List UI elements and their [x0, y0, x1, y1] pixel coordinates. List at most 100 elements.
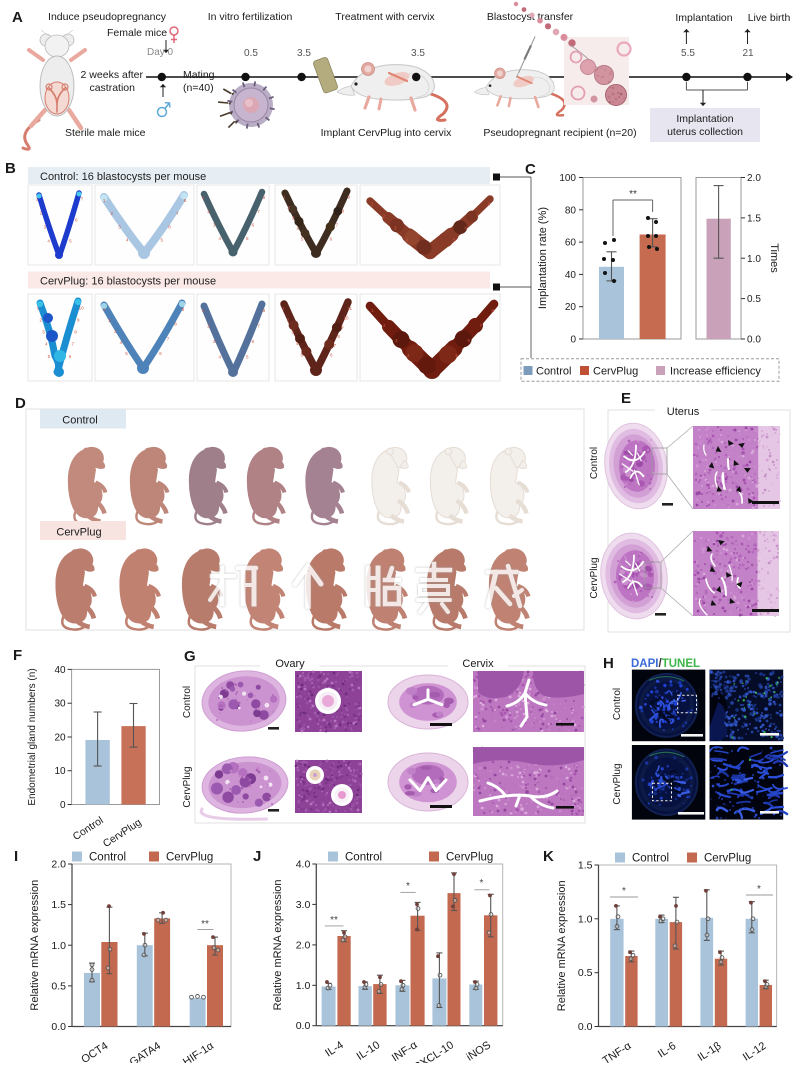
svg-text:Treatment with cervix: Treatment with cervix [335, 11, 435, 23]
svg-text:4: 4 [296, 341, 299, 346]
svg-text:1.0: 1.0 [296, 980, 311, 992]
svg-text:*: * [622, 886, 626, 897]
svg-text:0.0: 0.0 [578, 1021, 593, 1033]
svg-text:3.5: 3.5 [297, 48, 311, 59]
svg-text:7: 7 [81, 196, 84, 201]
svg-text:3: 3 [213, 339, 216, 344]
svg-text:1: 1 [202, 308, 205, 313]
svg-text:7: 7 [167, 336, 170, 341]
svg-text:5: 5 [48, 354, 51, 359]
svg-text:6: 6 [465, 225, 468, 230]
svg-text:Relative mRNA expression: Relative mRNA expression [556, 880, 568, 1011]
svg-text:2: 2 [287, 318, 290, 323]
svg-text:Control: Control [345, 852, 382, 864]
svg-text:*: * [757, 884, 761, 895]
svg-text:Female mice: Female mice [107, 27, 167, 39]
svg-text:Control: Control [62, 415, 97, 427]
svg-text:In vitro fertilization: In vitro fertilization [208, 11, 293, 23]
svg-text:3: 3 [43, 225, 46, 230]
svg-text:8: 8 [342, 209, 345, 214]
svg-text:*: * [406, 881, 410, 892]
svg-text:4: 4 [218, 354, 221, 359]
svg-text:1.5: 1.5 [578, 860, 593, 872]
svg-text:1: 1 [283, 194, 286, 199]
svg-text:7: 7 [257, 209, 260, 214]
svg-text:CervPlug: CervPlug [612, 763, 623, 804]
svg-text:1: 1 [202, 195, 205, 200]
svg-text:INF-α: INF-α [390, 1039, 420, 1063]
svg-text:3: 3 [395, 338, 398, 343]
svg-text:IL-10: IL-10 [355, 1039, 383, 1063]
svg-text:8: 8 [263, 195, 266, 200]
svg-text:4: 4 [218, 236, 221, 241]
svg-text:6: 6 [168, 224, 171, 229]
svg-text:5: 5 [246, 354, 249, 359]
svg-text:Endometrial gland numbers (n): Endometrial gland numbers (n) [27, 668, 38, 805]
svg-text:6: 6 [252, 222, 255, 227]
svg-text:K: K [543, 848, 554, 865]
svg-text:GATA4: GATA4 [128, 1040, 163, 1063]
svg-text:40: 40 [565, 270, 577, 281]
svg-text:3: 3 [42, 330, 45, 335]
svg-text:E: E [621, 390, 631, 407]
svg-text:3: 3 [118, 224, 121, 229]
svg-text:CervPlug: CervPlug [446, 852, 493, 864]
svg-text:4: 4 [407, 353, 410, 358]
svg-text:Control: Control [89, 852, 126, 864]
svg-text:1: 1 [37, 306, 40, 311]
svg-text:Implantation rate (%): Implantation rate (%) [537, 207, 549, 309]
svg-text:7: 7 [476, 213, 479, 218]
svg-text:IL-6: IL-6 [656, 1040, 678, 1060]
svg-text:8: 8 [491, 308, 494, 313]
svg-text:Control: 16 blastocysts per mo: Control: 16 blastocysts per mouse [40, 171, 206, 183]
svg-text:CervPlug: CervPlug [182, 766, 193, 807]
svg-text:OCT4: OCT4 [79, 1040, 110, 1063]
svg-text:H: H [603, 655, 614, 672]
svg-text:1.0: 1.0 [578, 913, 593, 925]
svg-text:CervPlug: CervPlug [56, 527, 101, 539]
svg-text:**: ** [629, 189, 637, 200]
svg-text:CervPlug: CervPlug [166, 852, 213, 864]
svg-text:6: 6 [69, 354, 72, 359]
svg-text:Pseudopregnant recipient (n=20: Pseudopregnant recipient (n=20) [483, 127, 636, 139]
svg-text:0.0: 0.0 [296, 1020, 311, 1032]
svg-text:B: B [5, 160, 16, 177]
svg-text:0.5: 0.5 [244, 48, 258, 59]
svg-text:8: 8 [174, 322, 177, 327]
svg-text:5: 5 [453, 237, 456, 242]
svg-text:1: 1 [282, 306, 285, 311]
svg-text:0.5: 0.5 [747, 294, 761, 305]
svg-text:3: 3 [394, 225, 397, 230]
svg-text:2: 2 [207, 324, 210, 329]
svg-text:5: 5 [301, 352, 304, 357]
svg-text:2: 2 [111, 211, 114, 216]
svg-text:*: * [480, 878, 484, 889]
svg-text:4: 4 [296, 226, 299, 231]
svg-text:Control: Control [71, 814, 106, 843]
svg-text:5: 5 [69, 239, 72, 244]
svg-text:Control: Control [632, 853, 669, 865]
svg-text:Relative mRNA expression: Relative mRNA expression [272, 879, 284, 1010]
svg-text:3: 3 [213, 222, 216, 227]
svg-text:uterus collection: uterus collection [667, 126, 743, 138]
svg-text:100: 100 [559, 173, 576, 184]
svg-text:7: 7 [176, 211, 179, 216]
svg-text:30: 30 [54, 699, 66, 710]
svg-text:CervPlug: CervPlug [101, 816, 144, 850]
svg-text:castration: castration [89, 82, 135, 94]
svg-text:2.0: 2.0 [747, 173, 761, 184]
svg-text:CervPlug: CervPlug [589, 557, 600, 598]
svg-text:1: 1 [36, 196, 39, 201]
svg-text:0.0: 0.0 [51, 1021, 66, 1033]
svg-text:1.5: 1.5 [51, 899, 66, 911]
svg-text:6: 6 [330, 237, 333, 242]
svg-text:1.5: 1.5 [747, 213, 761, 224]
svg-text:Day 0: Day 0 [147, 47, 174, 58]
svg-text:CXCL-10: CXCL-10 [412, 1039, 456, 1063]
svg-text:C: C [525, 161, 536, 178]
svg-text:5.5: 5.5 [681, 48, 695, 59]
svg-text:IL-4: IL-4 [323, 1039, 345, 1059]
svg-text:0.0: 0.0 [747, 335, 761, 346]
svg-text:5: 5 [161, 237, 164, 242]
svg-text:I: I [14, 848, 18, 865]
